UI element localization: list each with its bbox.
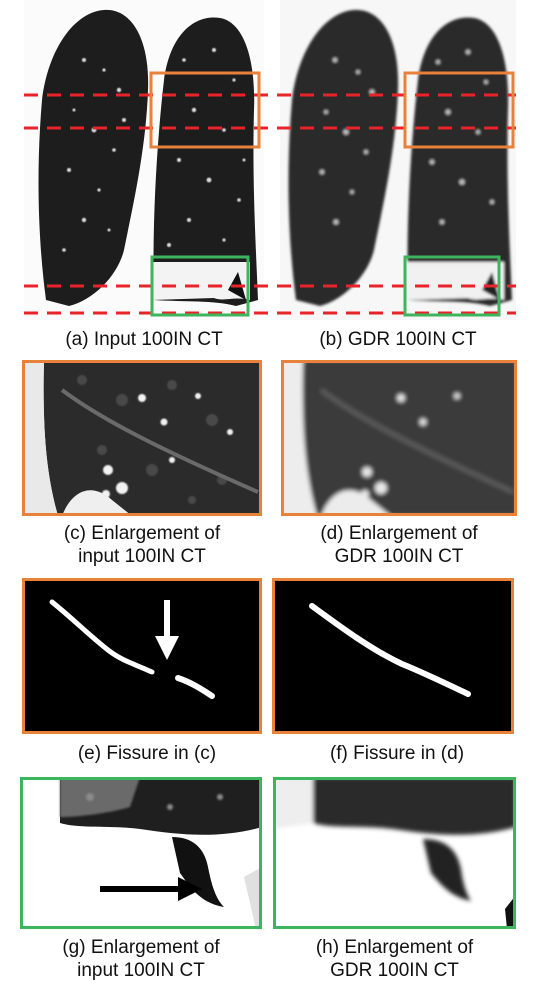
caption-h-line1: (h) Enlargement of bbox=[273, 936, 516, 959]
caption-d-line1: (d) Enlargement of bbox=[281, 522, 517, 545]
caption-c-line2: input 100IN CT bbox=[22, 545, 262, 568]
panel-c-enlargement-input bbox=[22, 360, 262, 516]
caption-g-line2: input 100IN CT bbox=[20, 959, 262, 982]
caption-h: (h) Enlargement of GDR 100IN CT bbox=[273, 936, 516, 982]
caption-d: (d) Enlargement of GDR 100IN CT bbox=[281, 522, 517, 568]
caption-h-line2: GDR 100IN CT bbox=[273, 959, 516, 982]
caption-f: (f) Fissure in (d) bbox=[272, 742, 522, 765]
panel-d-enlargement-gdr bbox=[281, 360, 517, 516]
caption-g: (g) Enlargement of input 100IN CT bbox=[20, 936, 262, 982]
caption-b: (b) GDR 100IN CT bbox=[280, 328, 516, 351]
caption-a: (a) Input 100IN CT bbox=[24, 328, 264, 351]
caption-g-line1: (g) Enlargement of bbox=[20, 936, 262, 959]
caption-c-line1: (c) Enlargement of bbox=[22, 522, 262, 545]
caption-e: (e) Fissure in (c) bbox=[22, 742, 272, 765]
dashed-guide-lines bbox=[0, 0, 540, 330]
caption-c: (c) Enlargement of input 100IN CT bbox=[22, 522, 262, 568]
panel-f-fissure-gdr bbox=[272, 578, 514, 734]
orange-roi-box-b bbox=[405, 73, 513, 147]
orange-roi-box-a bbox=[151, 73, 259, 147]
panel-h-enlargement-gdr bbox=[273, 777, 516, 929]
caption-d-line2: GDR 100IN CT bbox=[281, 545, 517, 568]
panel-g-enlargement-input bbox=[20, 777, 262, 929]
panel-e-fissure-input bbox=[22, 578, 262, 734]
